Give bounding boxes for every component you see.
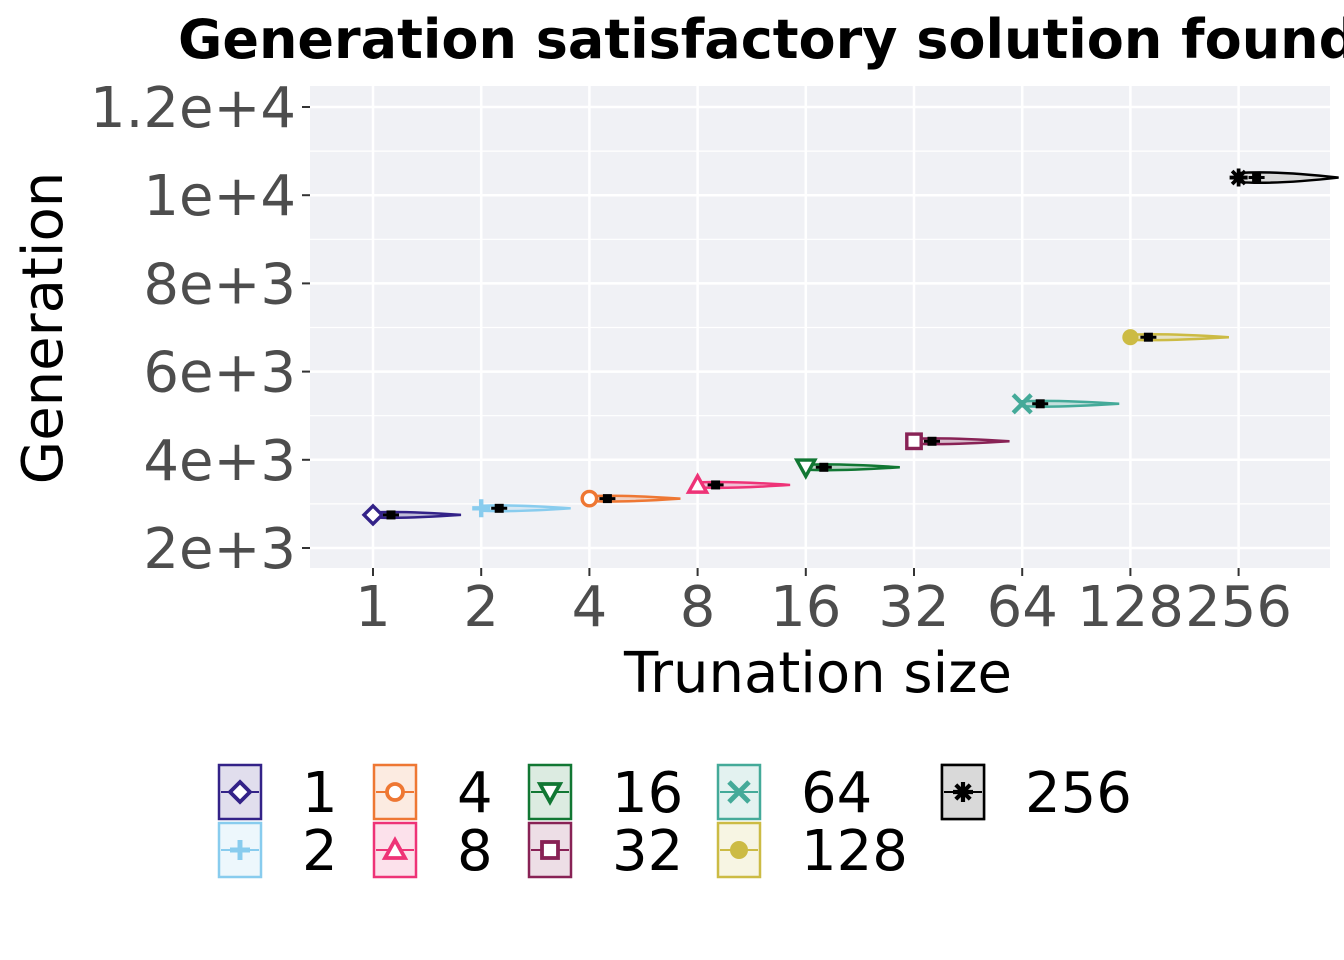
legend-item-16: 16 (527, 761, 683, 826)
marker-diamond (227, 779, 253, 805)
x-tick-label: 4 (572, 575, 608, 640)
marker-asterisk (953, 782, 973, 802)
marker-plus (472, 499, 491, 518)
legend-item-1: 1 (217, 761, 338, 826)
legend-item-4: 4 (372, 761, 493, 826)
median-marker (711, 480, 721, 490)
legend-label: 1 (302, 761, 338, 826)
grid-layer (310, 86, 1330, 568)
legend-label: 8 (457, 819, 493, 884)
violin-256 (1229, 168, 1339, 187)
legend-item-256: 256 (940, 761, 1132, 826)
violin-layer (361, 168, 1339, 527)
violin-2 (472, 499, 571, 518)
median-marker (494, 503, 504, 513)
violin-8 (685, 472, 791, 494)
legend-label: 256 (1025, 761, 1132, 826)
chart-title: Generation satisfactory solution found (178, 8, 1344, 71)
x-tick-label: 1 (355, 575, 391, 640)
marker-circle (1122, 329, 1139, 346)
marker-triangle-down (793, 458, 818, 480)
marker-x (1011, 393, 1033, 415)
median-marker (819, 462, 829, 472)
marker-square (905, 432, 923, 451)
violin-1 (361, 503, 462, 527)
x-tick-label: 8 (680, 575, 716, 640)
legend-item-128: 128 (716, 819, 908, 884)
y-tick-label: 1.2e+4 (90, 76, 296, 141)
median-marker (1143, 332, 1153, 342)
marker-plus (230, 840, 250, 860)
marker-triangle-up (685, 472, 710, 494)
legend-label: 4 (457, 761, 493, 826)
median-marker (386, 510, 396, 520)
median-marker (927, 436, 937, 446)
legend-label: 128 (801, 819, 908, 884)
marker-square (540, 840, 560, 860)
marker-triangle-up (381, 836, 409, 860)
marker-triangle-down (536, 782, 564, 806)
x-tick-label: 128 (1077, 575, 1184, 640)
legend-item-8: 8 (372, 819, 493, 884)
legend-label: 32 (612, 819, 683, 884)
marker-asterisk (1229, 168, 1248, 187)
y-tick-label: 4e+3 (143, 429, 296, 494)
x-tick-label: 64 (987, 575, 1058, 640)
x-tick-label: 16 (770, 575, 841, 640)
violin-16 (793, 458, 900, 480)
legend-item-2: 2 (217, 819, 338, 884)
median-marker (1252, 173, 1262, 183)
y-tick-label: 2e+3 (143, 517, 296, 582)
marker-circle-open (385, 782, 405, 802)
x-tick-label: 256 (1185, 575, 1292, 640)
marker-circle (730, 841, 748, 859)
violin-64 (1011, 393, 1120, 415)
legend-label: 16 (612, 761, 683, 826)
marker-circle-open (580, 489, 599, 508)
x-tick-label: 2 (463, 575, 499, 640)
x-axis-label: Trunation size (623, 641, 1012, 706)
y-tick-label: 6e+3 (143, 341, 296, 406)
violin-128 (1122, 329, 1229, 346)
median-marker (1035, 399, 1045, 409)
legend-label: 64 (801, 761, 872, 826)
marker-diamond (361, 503, 385, 527)
axis-layer: 2e+3 4e+3 6e+3 8e+3 1e+4 1.2e+4 1 2 4 8 16 32 64 128 2… (90, 76, 1292, 640)
legend-item-64: 64 (716, 761, 872, 826)
violin-4 (580, 489, 681, 508)
marker-x (727, 780, 751, 804)
median-marker (602, 494, 612, 504)
legend-item-32: 32 (527, 819, 683, 884)
violin-32 (905, 432, 1010, 451)
y-tick-label: 1e+4 (143, 164, 296, 229)
violin-shape (1237, 171, 1339, 185)
x-tick-label: 32 (878, 575, 949, 640)
y-axis-label: Generation (11, 172, 76, 484)
y-tick-label: 8e+3 (143, 252, 296, 317)
legend-label: 2 (302, 819, 338, 884)
